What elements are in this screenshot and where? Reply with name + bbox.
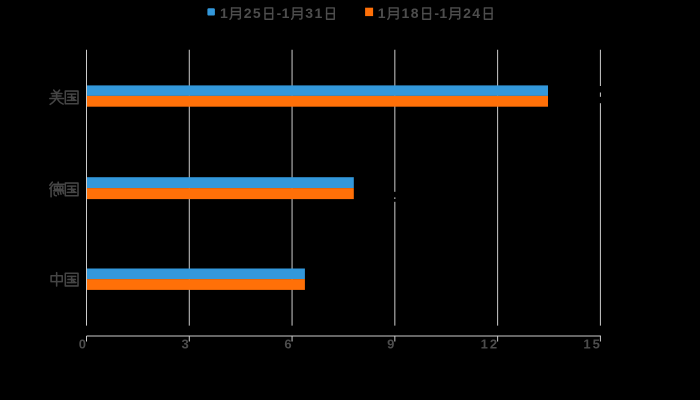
svg-text:1: 1: [583, 337, 590, 352]
svg-text:1: 1: [402, 5, 410, 21]
svg-text:3: 3: [305, 5, 313, 21]
svg-text:1: 1: [220, 5, 228, 21]
svg-text:9: 9: [387, 337, 394, 352]
svg-text:0: 0: [79, 337, 86, 352]
svg-text:5: 5: [593, 337, 600, 352]
svg-text:8: 8: [411, 5, 419, 21]
svg-text:4: 4: [472, 5, 480, 21]
svg-text:1: 1: [481, 337, 488, 352]
svg-text:1: 1: [315, 5, 323, 21]
svg-text:1: 1: [378, 5, 386, 21]
svg-text:2: 2: [244, 5, 252, 21]
svg-text:1: 1: [282, 5, 290, 21]
svg-text:3: 3: [182, 337, 189, 352]
svg-text:-: -: [277, 5, 282, 21]
svg-text:6: 6: [284, 337, 291, 352]
svg-text:1: 1: [439, 5, 447, 21]
svg-text:-: -: [434, 5, 439, 21]
svg-text:5: 5: [253, 5, 261, 21]
svg-text:2: 2: [463, 5, 471, 21]
svg-text:2: 2: [490, 337, 497, 352]
